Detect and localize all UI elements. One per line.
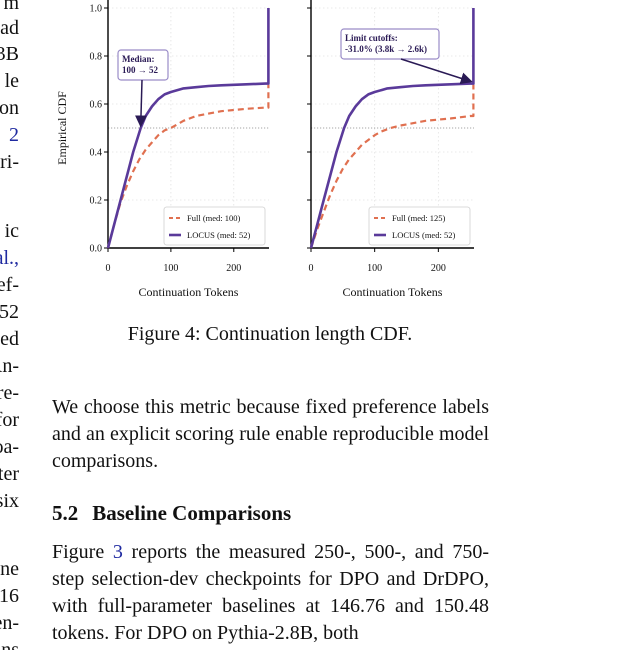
panel-left-x-tick-label: 0	[106, 263, 111, 274]
panel-right-annotation-text: -31.0% (3.8k → 2.6k)	[345, 44, 427, 54]
left-column-fragment: en-	[0, 612, 19, 634]
panel-right-x-tick-label: 100	[367, 263, 382, 274]
panel-left-y-axis-label: Empirical CDF	[55, 91, 69, 165]
panel-right-x-tick-label: 200	[431, 263, 446, 274]
panel-left-annotation-arrow	[135, 79, 147, 128]
panel-right-annotation-box	[340, 28, 440, 60]
left-column-fragment: le	[4, 70, 19, 92]
paragraph-baseline: Figure 3 reports the measured 250-, 500-…	[52, 539, 489, 647]
paragraph-metric: We choose this metric because fixed pref…	[52, 396, 489, 472]
left-column-fragment: ter	[0, 463, 19, 485]
left-column-fragment: 16	[0, 585, 19, 607]
panel-right-x-tick-label: 0	[309, 263, 314, 274]
section-number: 5.2	[52, 501, 79, 525]
panel-left-x-tick-label: 200	[226, 263, 241, 274]
para2-prefix: Figure	[52, 541, 113, 563]
section-heading: 5.2 Baseline Comparisons	[52, 500, 291, 526]
left-column-fragment: ne	[0, 558, 19, 580]
panel-left-legend-box	[163, 206, 266, 246]
panel-left-y-tick-label: 0.6	[90, 100, 103, 111]
panel-left-annotation-text: 100 → 52	[122, 65, 159, 75]
left-column-fragment: ed	[0, 328, 19, 350]
panel-right-locus-series-line	[309, 8, 475, 249]
panel-left-locus-series-line	[106, 8, 270, 249]
left-column-fragment: ad	[0, 17, 19, 39]
panel-right-legend-box	[368, 206, 471, 246]
panel-right-full-series-line	[309, 84, 475, 249]
left-column-fragment: re-	[0, 382, 19, 404]
panel-right-x-axis-label: Continuation Tokens	[343, 285, 443, 299]
panel-left-y-tick-label: 0.4	[90, 148, 103, 159]
left-column-fragment: ns	[1, 639, 19, 650]
panel-left-y-tick-label: 0.0	[90, 244, 103, 255]
panel-left-y-tick-label: 0.8	[90, 52, 103, 63]
para2-rest: reports the measured 250-, 500-, and 750…	[52, 541, 489, 644]
panel-left-y-tick-label: 1.0	[90, 4, 103, 15]
left-column-fragment: m	[3, 0, 19, 14]
left-column-fragment: ri-	[0, 151, 19, 173]
panel-left-annotation-text: Median:	[122, 54, 155, 64]
left-column-text-fragments: m ad 3B le on 2 ri-ic al., ef- 52 ed An-re-for oa-te…	[0, 0, 22, 650]
left-column-fragment: An-	[0, 355, 19, 377]
left-column-fragment: ef-	[0, 274, 19, 296]
panel-left-x-tick-label: 100	[163, 263, 178, 274]
left-column-fragment[interactable]: al.,	[0, 247, 19, 269]
panel-left-legend-entry: LOCUS (med: 52)	[187, 230, 250, 240]
panel-left-x-axis-label: Continuation Tokens	[139, 285, 239, 299]
left-column-fragment: on	[0, 97, 19, 119]
left-column-fragment[interactable]: 2	[9, 124, 19, 146]
continuation-length-cdf-figure: 0.0 0.2 0.4 0.6 0.8 1.0 0 100 200 Continuation To…	[55, 0, 475, 299]
left-column-fragment: oa-	[0, 436, 19, 458]
panel-right-legend-entry: LOCUS (med: 52)	[392, 230, 455, 240]
left-column-fragment: for	[0, 409, 19, 431]
figure-ref-link[interactable]: 3	[112, 541, 123, 563]
panel-left-legend-entry: Full (med: 100)	[187, 213, 241, 223]
panel-left-annotation-box	[117, 49, 169, 81]
panel-left-y-tick-label: 0.2	[90, 196, 103, 207]
section-title: Baseline Comparisons	[92, 501, 292, 525]
left-column-fragment: six	[0, 490, 19, 512]
panel-right-annotation-arrow	[400, 58, 473, 85]
panel-right-legend-entry: Full (med: 125)	[392, 213, 446, 223]
left-column-fragment: 3B	[0, 43, 19, 65]
left-column-fragment: 52	[0, 301, 19, 323]
figure-caption: Figure 4: Continuation length CDF.	[127, 323, 413, 345]
left-column-fragment: ic	[4, 220, 19, 242]
panel-right-annotation-text: Limit cutoffs:	[345, 33, 398, 43]
